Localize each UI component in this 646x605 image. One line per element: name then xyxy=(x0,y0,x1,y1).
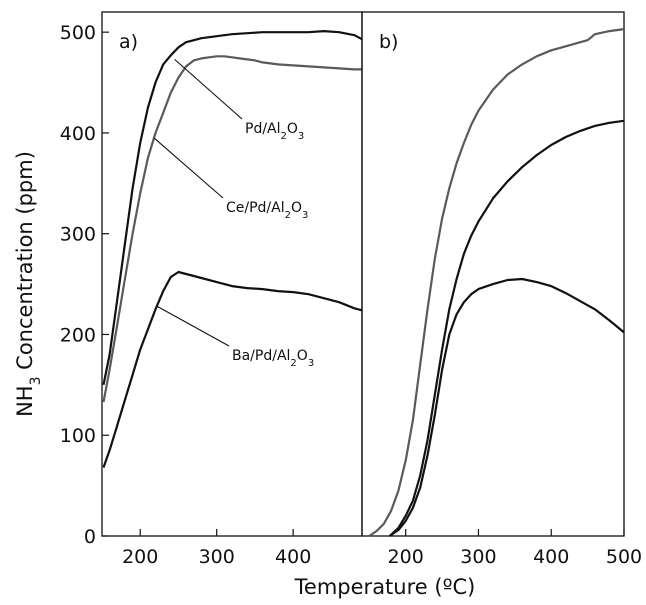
x-tick-label: 500 xyxy=(606,546,642,568)
y-axis-title-sub: 3 xyxy=(28,377,44,386)
annotation-label-part: 3 xyxy=(298,131,304,142)
x-tick-label: 200 xyxy=(122,546,158,568)
y-tick-label: 200 xyxy=(60,324,96,346)
series-line xyxy=(368,28,625,537)
annotation-label-part: 3 xyxy=(308,358,314,369)
annotation-label-part: Ba/Pd/Al xyxy=(232,348,290,364)
x-axis-title: Temperature (ºC) xyxy=(294,575,476,599)
panel-frame-2 xyxy=(361,11,625,537)
series-line xyxy=(102,270,363,468)
annotation-label-part: O xyxy=(297,348,308,364)
y-tick-label: 0 xyxy=(84,526,96,548)
annotation-label-part: Ce/Pd/Al xyxy=(226,200,285,216)
annotation-label-part: 2 xyxy=(290,358,296,369)
y-axis-title: NH3 Concentration (ppm) xyxy=(13,151,44,417)
annotation-label-part: O xyxy=(287,121,298,137)
series-line xyxy=(102,30,363,386)
y-tick-label: 400 xyxy=(60,123,96,145)
annotation-label-part: 2 xyxy=(281,131,287,142)
annotation-leader xyxy=(153,137,224,199)
series-line xyxy=(388,119,625,537)
series-line xyxy=(389,277,625,537)
annotation-label: Ce/Pd/Al2O3 xyxy=(226,200,308,221)
annotation-label: Pd/Al2O3 xyxy=(245,121,304,142)
y-tick-label: 100 xyxy=(60,425,96,447)
x-tick-label: 400 xyxy=(275,546,311,568)
series-line xyxy=(102,55,362,403)
annotation-label-part: Pd/Al xyxy=(245,121,281,137)
annotation-leader xyxy=(174,58,243,120)
annotation-label-part: 3 xyxy=(302,210,308,221)
annotation-label-part: O xyxy=(291,200,302,216)
y-tick-label: 500 xyxy=(60,22,96,44)
x-tick-label: 300 xyxy=(460,546,496,568)
panel-label: b) xyxy=(379,31,398,53)
y-axis-title-pre: NH xyxy=(13,385,37,417)
x-tick-label: 300 xyxy=(199,546,235,568)
panel-label: a) xyxy=(119,31,138,53)
annotation-label-part: 2 xyxy=(285,210,291,221)
y-axis-title-post: Concentration (ppm) xyxy=(13,151,37,376)
annotation-leader xyxy=(156,305,230,347)
x-tick-label: 200 xyxy=(388,546,424,568)
y-tick-label: 300 xyxy=(60,224,96,246)
x-tick-label: 400 xyxy=(533,546,569,568)
panel-frame-1 xyxy=(101,11,363,537)
annotation-label: Ba/Pd/Al2O3 xyxy=(232,348,314,369)
